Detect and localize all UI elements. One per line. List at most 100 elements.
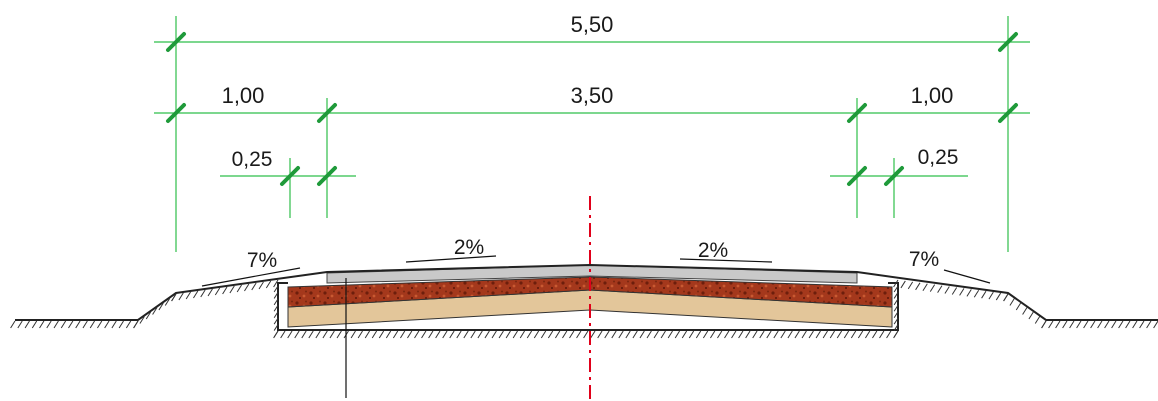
hatch-stroke bbox=[893, 279, 899, 288]
hatch-stroke bbox=[815, 330, 821, 339]
label-left-shoulder: 1,00 bbox=[222, 83, 265, 108]
hatch-stroke bbox=[1009, 298, 1015, 306]
dimension-tick bbox=[998, 32, 1018, 52]
hatch-stroke bbox=[1118, 320, 1124, 329]
hatch-stroke bbox=[660, 330, 666, 339]
hatch-stroke bbox=[273, 330, 279, 339]
hatch-stroke bbox=[995, 292, 1002, 301]
hatch-stroke bbox=[1041, 320, 1047, 329]
hatch-stroke bbox=[639, 330, 645, 339]
hatch-stroke bbox=[569, 330, 575, 339]
hatch-stroke bbox=[618, 330, 624, 339]
hatch-stroke bbox=[371, 330, 378, 339]
dimension-tick bbox=[847, 166, 867, 186]
hatch-stroke bbox=[428, 330, 434, 339]
hatch-stroke bbox=[145, 311, 152, 320]
hatch-stroke bbox=[604, 330, 610, 339]
hatch-stroke bbox=[207, 288, 213, 297]
ground-hatching bbox=[10, 279, 1158, 339]
hatch-stroke bbox=[988, 291, 994, 300]
hatch-stroke bbox=[944, 286, 950, 294]
hatch-stroke bbox=[576, 330, 582, 339]
hatch-stroke bbox=[1125, 320, 1131, 329]
hatch-stroke bbox=[139, 316, 145, 324]
hatch-stroke bbox=[766, 330, 772, 339]
label-carriageway: 3,50 bbox=[571, 83, 614, 108]
hatch-stroke bbox=[667, 330, 673, 339]
hatch-stroke bbox=[794, 330, 800, 339]
hatch-stroke bbox=[265, 280, 272, 289]
hatch-stroke bbox=[442, 330, 448, 339]
hatch-stroke bbox=[273, 298, 279, 306]
hatch-stroke bbox=[893, 298, 899, 306]
hatch-stroke bbox=[632, 330, 638, 339]
slope-label-right-lane: 2% bbox=[698, 239, 728, 262]
dimension-lines bbox=[154, 16, 1030, 252]
hatch-stroke bbox=[562, 330, 568, 339]
label-right-edge-strip: 0,25 bbox=[918, 146, 959, 169]
hatch-stroke bbox=[759, 330, 765, 339]
hatch-stroke bbox=[1090, 320, 1096, 329]
hatch-stroke bbox=[745, 330, 751, 339]
hatch-stroke bbox=[752, 330, 758, 339]
hatch-stroke bbox=[273, 324, 279, 331]
hatch-stroke bbox=[385, 330, 392, 339]
hatch-stroke bbox=[893, 305, 899, 312]
hatch-stroke bbox=[193, 290, 199, 299]
hatch-stroke bbox=[702, 330, 709, 339]
hatch-stroke bbox=[857, 330, 864, 339]
hatch-stroke bbox=[407, 330, 413, 339]
hatch-stroke bbox=[273, 285, 279, 293]
hatch-stroke bbox=[484, 330, 490, 339]
hatch-stroke bbox=[893, 292, 899, 299]
hatch-stroke bbox=[590, 330, 596, 339]
hatch-stroke bbox=[822, 330, 828, 339]
hatch-stroke bbox=[164, 298, 171, 306]
dimension-tick bbox=[166, 103, 186, 123]
hatch-stroke bbox=[893, 324, 899, 331]
hatch-stroke bbox=[907, 281, 914, 290]
hatch-stroke bbox=[879, 330, 885, 339]
dimension-tick bbox=[280, 166, 300, 186]
hatch-stroke bbox=[491, 330, 497, 339]
hatch-stroke bbox=[336, 330, 342, 339]
hatch-stroke bbox=[1062, 320, 1068, 329]
hatch-stroke bbox=[456, 330, 462, 339]
hatch-stroke bbox=[1048, 320, 1054, 329]
hatch-stroke bbox=[53, 320, 59, 329]
hatch-stroke bbox=[773, 330, 779, 339]
hatch-stroke bbox=[301, 330, 307, 339]
hatch-stroke bbox=[158, 302, 164, 311]
hatch-stroke bbox=[24, 320, 30, 329]
hatch-stroke bbox=[981, 290, 987, 299]
hatch-stroke bbox=[1104, 320, 1110, 329]
hatch-stroke bbox=[470, 330, 476, 339]
hatch-stroke bbox=[1111, 320, 1117, 329]
hatch-stroke bbox=[505, 330, 511, 339]
hatch-stroke bbox=[915, 282, 921, 291]
hatch-stroke bbox=[31, 320, 38, 329]
hatch-stroke bbox=[357, 330, 363, 339]
hatch-stroke bbox=[526, 330, 533, 339]
hatch-stroke bbox=[724, 330, 730, 339]
hatch-stroke bbox=[178, 292, 184, 301]
hatch-stroke bbox=[214, 287, 221, 296]
hatch-stroke bbox=[1003, 293, 1009, 302]
dimension-tick bbox=[317, 166, 337, 186]
hatch-stroke bbox=[280, 330, 286, 339]
hatch-stroke bbox=[893, 330, 899, 339]
hatch-stroke bbox=[251, 282, 257, 291]
slope-label-right-shoulder: 7% bbox=[909, 248, 939, 271]
hatch-stroke bbox=[583, 330, 589, 339]
slope-indicators bbox=[201, 255, 991, 287]
hatch-stroke bbox=[808, 330, 814, 339]
hatch-stroke bbox=[364, 330, 371, 339]
hatch-stroke bbox=[477, 330, 483, 339]
hatch-stroke bbox=[258, 281, 264, 290]
hatch-stroke bbox=[1069, 320, 1075, 329]
hatch-stroke bbox=[1139, 320, 1145, 329]
dimension-tick bbox=[317, 103, 337, 123]
hatch-stroke bbox=[900, 280, 906, 289]
slope-line-left-shoulder bbox=[201, 267, 301, 287]
hatch-stroke bbox=[893, 317, 899, 325]
